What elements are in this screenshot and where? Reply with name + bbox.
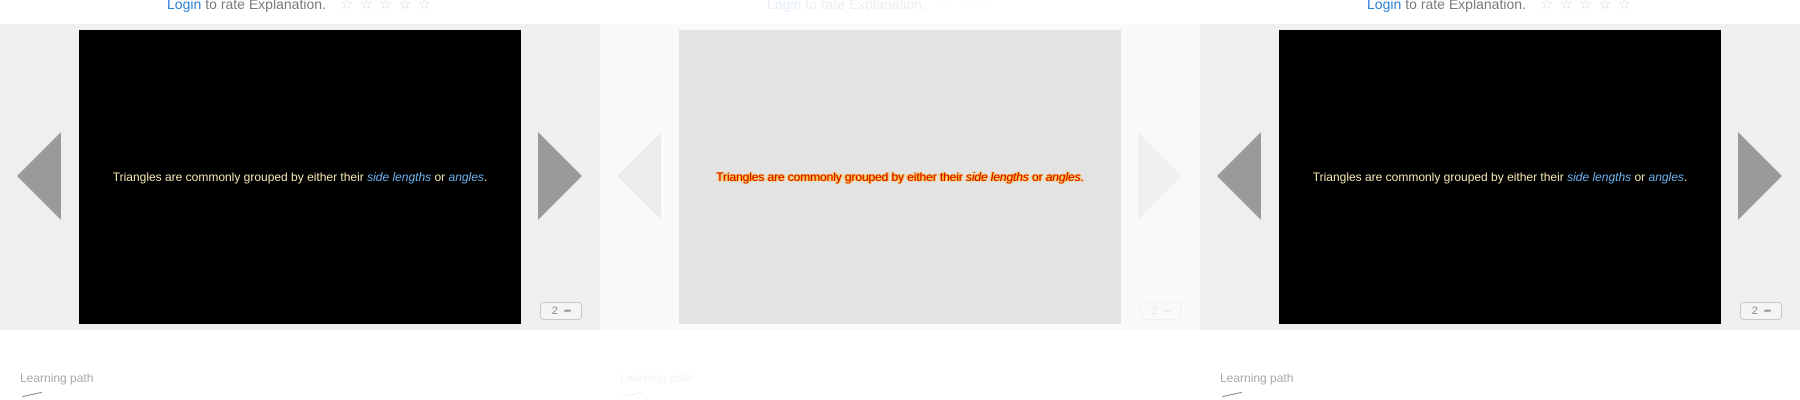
explanation-panel: Triangles are commonly grouped by either… — [600, 24, 1200, 330]
slide-text: Triangles are commonly grouped by either… — [716, 170, 1084, 184]
star-rating[interactable]: ☆ ☆ ☆ ☆ ☆ — [340, 0, 431, 13]
rating-prompt: to rate Explanation. — [805, 0, 926, 12]
term-link-angles[interactable]: angles — [1045, 170, 1081, 184]
arrow-right-icon[interactable] — [538, 132, 582, 220]
arrow-left-icon[interactable] — [17, 132, 61, 220]
slide-viewer: Triangles are commonly grouped by either… — [679, 30, 1121, 324]
term-link-side-lengths[interactable]: side lengths — [965, 170, 1029, 184]
learning-path-icon — [1222, 391, 1242, 400]
page-number: 2 — [1751, 305, 1758, 317]
slide-text-end: . — [1080, 170, 1084, 184]
slide-viewer: Triangles are commonly grouped by either… — [1279, 30, 1721, 324]
star-icon[interactable]: ☆ — [1578, 0, 1593, 13]
term-link-angles[interactable]: angles — [448, 170, 484, 184]
page-badge[interactable]: 2 ••• — [1740, 302, 1782, 320]
slide-text-connector: or — [1032, 170, 1043, 184]
learning-path-heading: Learning path — [620, 371, 694, 385]
star-icon[interactable]: ☆ — [339, 0, 354, 13]
more-dots-icon: ••• — [1163, 306, 1172, 316]
more-dots-icon: ••• — [563, 306, 572, 316]
explanation-panel: Triangles are commonly grouped by either… — [1200, 24, 1800, 330]
slide-text-end: . — [1683, 170, 1688, 184]
learning-path-icon — [622, 391, 642, 400]
page-badge[interactable]: 2 ••• — [540, 302, 582, 320]
rating-row: Login to rate Explanation. ☆ ☆ ☆ ☆ ☆ — [1367, 0, 1631, 14]
star-icon[interactable]: ☆ — [1559, 0, 1573, 13]
arrow-left-icon[interactable] — [617, 132, 661, 220]
learning-path-heading: Learning path — [20, 371, 94, 385]
rating-prompt: to rate Explanation. — [205, 0, 326, 12]
slide-text-intro: Triangles are commonly grouped by either… — [1312, 170, 1564, 184]
term-link-side-lengths[interactable]: side lengths — [1567, 170, 1632, 184]
slide-viewer: Triangles are commonly grouped by either… — [79, 30, 521, 324]
slide-text-connector: or — [1634, 170, 1646, 184]
login-link[interactable]: Login — [767, 0, 802, 12]
page-badge[interactable]: 2 ••• — [1140, 302, 1182, 320]
star-rating[interactable]: ☆ ☆ ☆ — [940, 0, 992, 13]
slide-text: Triangles are commonly grouped by either… — [1313, 170, 1687, 184]
star-icon[interactable]: ☆ — [1539, 0, 1554, 13]
slide-text-connector: or — [434, 170, 446, 184]
slide-text: Triangles are commonly grouped by either… — [113, 170, 487, 184]
slide-text-intro: Triangles are commonly grouped by either… — [112, 170, 364, 184]
arrow-right-icon[interactable] — [1738, 132, 1782, 220]
explanation-panel: Triangles are commonly grouped by either… — [0, 24, 600, 330]
rating-row: Login to rate Explanation. ☆ ☆ ☆ ☆ ☆ — [167, 0, 431, 14]
star-icon[interactable]: ☆ — [359, 0, 373, 13]
star-icon[interactable]: ☆ — [417, 0, 432, 13]
page-number: 2 — [551, 305, 558, 317]
star-icon[interactable]: ☆ — [959, 0, 973, 13]
arrow-left-icon[interactable] — [1217, 132, 1261, 220]
page-number: 2 — [1151, 305, 1158, 317]
star-icon[interactable]: ☆ — [978, 0, 993, 13]
arrow-right-icon[interactable] — [1138, 132, 1182, 220]
more-dots-icon: ••• — [1763, 306, 1772, 316]
slide-text-intro: Triangles are commonly grouped by either… — [716, 170, 963, 184]
login-link[interactable]: Login — [167, 0, 202, 12]
star-icon[interactable]: ☆ — [1617, 0, 1632, 13]
slide-text-end: . — [483, 170, 488, 184]
rating-prompt: to rate Explanation. — [1405, 0, 1526, 12]
login-link[interactable]: Login — [1367, 0, 1402, 12]
term-link-side-lengths[interactable]: side lengths — [367, 170, 432, 184]
star-icon[interactable]: ☆ — [1598, 0, 1612, 13]
rating-row: Login to rate Explanation. ☆ ☆ ☆ — [767, 0, 992, 14]
star-rating[interactable]: ☆ ☆ ☆ ☆ ☆ — [1540, 0, 1631, 13]
learning-path-heading: Learning path — [1220, 371, 1294, 385]
star-icon[interactable]: ☆ — [398, 0, 412, 13]
term-link-angles[interactable]: angles — [1648, 170, 1684, 184]
star-icon[interactable]: ☆ — [378, 0, 393, 13]
star-icon[interactable]: ☆ — [939, 0, 954, 13]
learning-path-icon — [22, 391, 42, 400]
